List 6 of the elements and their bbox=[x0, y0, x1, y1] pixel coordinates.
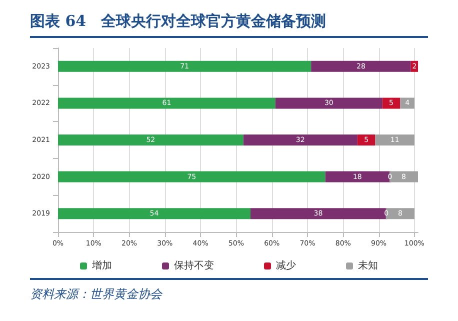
legend-label: 减少 bbox=[276, 260, 296, 272]
chart-title: 图表 64 全球央行对全球官方黄金储备预测 bbox=[30, 0, 428, 38]
legend-label: 未知 bbox=[358, 260, 378, 272]
legend-label: 保持不变 bbox=[174, 260, 214, 272]
legend-label: 增加 bbox=[91, 260, 112, 272]
text: 资料来源：世界黄金协会 bbox=[30, 278, 428, 303]
